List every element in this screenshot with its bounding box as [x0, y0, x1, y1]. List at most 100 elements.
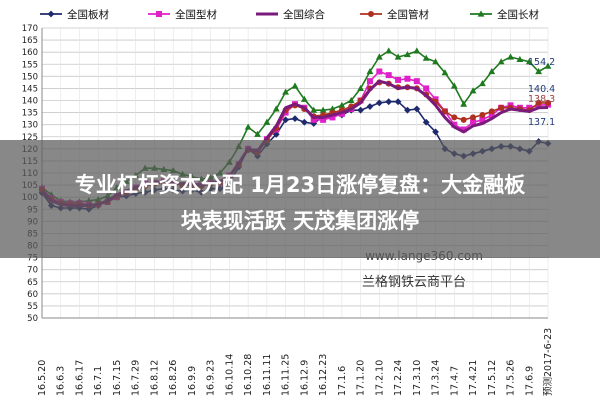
- x-tick-label: 16.11.25: [281, 354, 292, 396]
- data-point: [385, 72, 392, 79]
- headline-overlay: 专业杠杆资本分配 1月23日涨停复盘：大金融板 块表现活跃 天茂集团涨停: [0, 140, 600, 258]
- data-point: [413, 105, 421, 113]
- data-point: [404, 106, 411, 114]
- x-tick-label: 16.10.14: [224, 354, 235, 396]
- x-tick-label: 16.6.3: [56, 366, 67, 396]
- x-tick-label: 17.4.7: [449, 366, 460, 396]
- data-point: [469, 87, 477, 94]
- x-tick-label: 16.11.11: [262, 354, 273, 396]
- y-tick-label: 170: [22, 24, 38, 34]
- x-tick-label: 16.7.1: [93, 366, 104, 396]
- legend-item: 全国型材: [148, 8, 217, 21]
- x-tick-label: 16.8.26: [168, 360, 179, 396]
- data-point: [282, 116, 290, 124]
- end-value-label: 154.2: [528, 57, 555, 68]
- data-point: [497, 58, 505, 65]
- data-point: [404, 75, 411, 82]
- legend-item: 全国板材: [40, 8, 109, 21]
- data-point: [254, 130, 261, 137]
- x-tick-label: 17.2.10: [374, 360, 385, 396]
- data-point: [375, 53, 383, 60]
- data-point: [451, 114, 458, 121]
- data-point: [357, 106, 364, 114]
- data-point: [432, 128, 439, 136]
- data-point: [488, 112, 495, 118]
- data-point: [535, 67, 543, 75]
- headline-band: [0, 140, 600, 258]
- x-tick-label: 16.9.23: [206, 360, 217, 396]
- end-value-label: 138.3: [528, 94, 555, 105]
- data-point: [432, 58, 439, 65]
- y-tick-label: 165: [22, 36, 38, 46]
- end-value-label: 137.1: [528, 117, 555, 128]
- data-point: [366, 78, 373, 85]
- y-tick-label: 55: [27, 302, 38, 312]
- data-point: [291, 115, 299, 123]
- x-tick-label: 17.3.10: [412, 360, 423, 396]
- y-tick-label: 135: [22, 109, 38, 119]
- data-point: [479, 116, 486, 123]
- legend: 全国板材 全国型材 全国综合 全国管材 全国长材: [40, 8, 539, 21]
- x-tick-label: 16.5.20: [37, 360, 48, 396]
- data-point: [385, 98, 393, 106]
- x-tick-label: 16.10.28: [243, 354, 254, 396]
- data-point: [357, 84, 364, 92]
- data-point: [272, 105, 280, 112]
- data-point: [545, 99, 551, 106]
- data-point: [319, 106, 327, 113]
- legend-marker: [156, 11, 162, 17]
- data-point: [366, 67, 374, 75]
- data-point: [422, 118, 430, 126]
- x-tick-label: 17.6.9: [524, 366, 535, 396]
- data-point: [376, 68, 383, 75]
- data-point: [413, 78, 420, 85]
- data-point: [300, 95, 308, 102]
- data-point: [413, 47, 421, 54]
- data-point: [244, 123, 252, 130]
- y-tick-label: 50: [27, 314, 38, 324]
- data-point: [395, 76, 402, 83]
- data-point: [423, 85, 430, 92]
- y-tick-label: 60: [27, 290, 38, 300]
- data-point: [375, 99, 383, 107]
- x-tick-label: 预测2017-6-23: [543, 328, 554, 396]
- data-point: [479, 112, 486, 118]
- legend-marker: [477, 10, 485, 17]
- legend-item: 全国长材: [470, 8, 539, 21]
- data-point: [422, 54, 430, 61]
- legend-label: 全国管材: [387, 8, 429, 21]
- data-point: [544, 62, 552, 69]
- legend-label: 全国型材: [175, 8, 217, 21]
- x-tick-label: 16.9.9: [187, 366, 198, 396]
- x-tick-label: 17.1.20: [356, 360, 367, 396]
- y-tick-label: 125: [22, 133, 38, 143]
- data-point: [441, 108, 448, 115]
- data-point: [310, 106, 318, 113]
- y-tick-label: 70: [27, 266, 38, 276]
- data-point: [441, 69, 449, 76]
- data-point: [498, 104, 505, 111]
- y-tick-label: 155: [22, 60, 38, 70]
- watermark-platform: 兰格钢铁云商平台: [362, 274, 466, 290]
- data-point: [479, 79, 486, 87]
- headline-line-1: 专业杠杆资本分配 1月23日涨停复盘：大金融板: [75, 173, 526, 197]
- data-point: [300, 118, 308, 126]
- legend-marker: [47, 10, 55, 18]
- data-point: [450, 82, 458, 89]
- data-point: [535, 99, 542, 106]
- data-point: [488, 67, 496, 75]
- x-tick-label: 16.6.17: [74, 360, 85, 396]
- data-point: [470, 119, 477, 126]
- x-tick-label: 16.12.23: [318, 354, 329, 396]
- data-point: [310, 116, 317, 123]
- data-point: [272, 130, 280, 138]
- legend-item: 全国管材: [360, 8, 429, 21]
- legend-label: 全国板材: [67, 8, 109, 21]
- y-tick-label: 75: [27, 254, 38, 264]
- x-tick-label: 16.7.29: [131, 360, 142, 396]
- data-point: [451, 121, 458, 128]
- y-tick-label: 130: [22, 121, 38, 131]
- data-point: [460, 116, 467, 123]
